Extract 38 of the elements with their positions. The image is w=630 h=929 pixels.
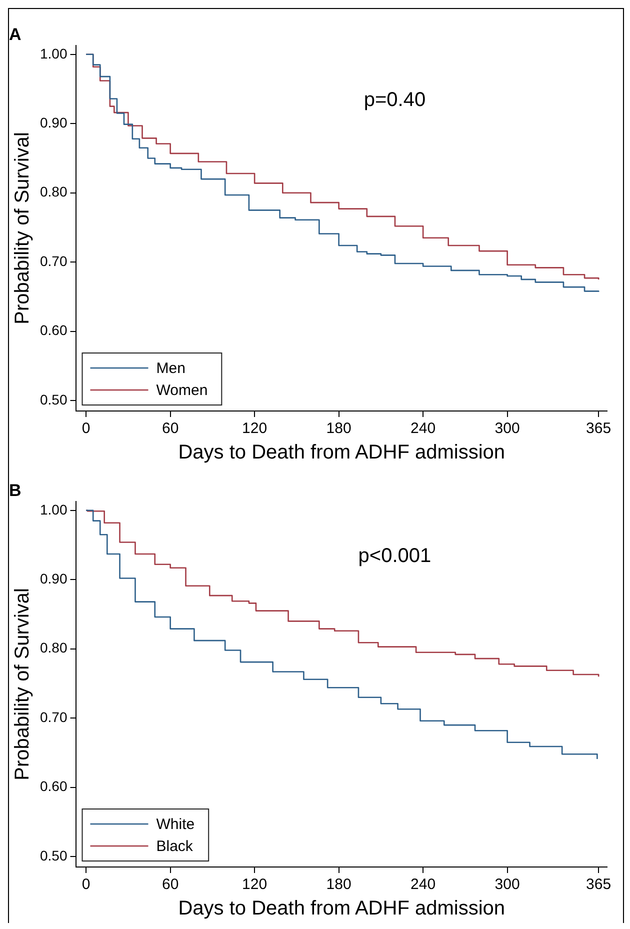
legend-label: Black [156,838,194,856]
y-tick-label: 0.60 [40,322,68,338]
x-tick-label: 300 [494,876,520,894]
x-tick-label: 0 [82,420,90,438]
y-tick-label: 0.90 [40,570,68,587]
y-tick-label: 0.70 [40,252,68,269]
annotation: p<0.001 [358,544,432,567]
legend-label: Women [156,382,208,400]
y-tick-label: 0.90 [40,114,68,131]
annotation: p=0.40 [364,88,426,111]
x-tick-label: 180 [326,420,352,438]
chart-title: A [9,24,22,44]
y-axis-title: Probability of Survival [12,132,34,324]
y-tick-label: 0.80 [40,640,68,656]
x-tick-label: 300 [494,420,520,438]
x-tick-label: 180 [326,876,352,894]
x-tick-label: 60 [162,420,179,438]
x-tick-label: 60 [162,876,179,894]
y-tick-label: 0.80 [40,184,68,200]
legend-label: Men [156,360,186,378]
y-axis-title: Probability of Survival [12,588,34,780]
y-tick-label: 0.50 [40,391,68,408]
x-tick-label: 240 [410,876,436,894]
x-axis-title: Days to Death from ADHF admission [178,442,506,464]
y-tick-label: 1.00 [40,501,68,518]
y-tick-label: 0.70 [40,708,68,725]
x-tick-label: 240 [410,420,436,438]
x-axis-title: Days to Death from ADHF admission [178,898,506,920]
x-tick-label: 0 [82,876,90,894]
chart-title: B [9,480,22,500]
x-tick-label: 365 [586,420,612,438]
legend-label: White [156,816,195,834]
y-tick-label: 0.50 [40,847,68,864]
y-tick-label: 0.60 [40,778,68,794]
x-tick-label: 120 [242,876,268,894]
x-tick-label: 365 [586,876,612,894]
y-tick-label: 1.00 [40,45,68,62]
x-tick-label: 120 [242,420,268,438]
